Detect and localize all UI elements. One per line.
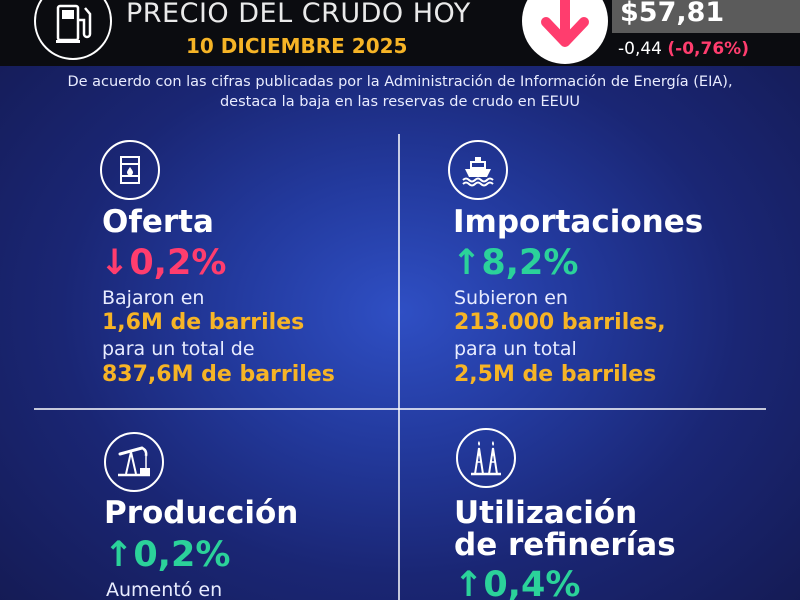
vertical-divider <box>398 134 400 600</box>
section-change-produccion: ↑0,2% <box>104 535 231 575</box>
arrow-up-icon: ↑ <box>104 535 134 575</box>
section-change-importaciones: ↑8,2% <box>452 243 579 283</box>
section-highlight-oferta-2: 837,6M de barriles <box>102 362 335 387</box>
price-box <box>612 0 800 33</box>
section-text-oferta-1: Bajaron en <box>102 287 205 309</box>
section-title-refinerias-1: Utilización <box>454 495 638 531</box>
section-change-oferta: ↓0,2% <box>100 243 227 283</box>
intro-text: De acuerdo con las cifras publicadas por… <box>67 74 733 110</box>
refinery-icon <box>456 428 516 488</box>
section-text-produccion-1: Aumentó en <box>106 579 223 600</box>
section-highlight-oferta-1: 1,6M de barriles <box>102 310 305 335</box>
page-date: 10 DICIEMBRE 2025 <box>186 34 408 58</box>
section-highlight-importaciones-2: 2,5M de barriles <box>454 362 657 387</box>
section-title-refinerias-2: de refinerías <box>454 527 676 563</box>
oil-barrel-icon <box>100 140 160 200</box>
arrow-up-icon: ↑ <box>452 243 482 283</box>
crude-price: $57,81 <box>620 0 725 28</box>
ship-icon <box>448 140 508 200</box>
section-title-oferta: Oferta <box>102 204 214 240</box>
section-text-importaciones-1: Subieron en <box>454 287 568 309</box>
price-change: -0,44 (-0,76%) <box>618 39 749 59</box>
arrow-down-icon: ↓ <box>100 243 130 283</box>
change-percent: (-0,76%) <box>667 39 749 59</box>
section-title-produccion: Producción <box>104 495 299 531</box>
page-title: PRECIO DEL CRUDO HOY <box>126 0 471 29</box>
section-text-importaciones-2: para un total <box>454 338 577 360</box>
section-highlight-importaciones-1: 213.000 barriles, <box>454 310 666 335</box>
horizontal-divider <box>34 408 766 410</box>
section-title-importaciones: Importaciones <box>453 204 704 240</box>
oil-pumpjack-icon <box>104 432 164 492</box>
section-text-oferta-2: para un total de <box>102 338 255 360</box>
change-absolute: -0,44 <box>618 39 662 59</box>
arrow-up-icon: ↑ <box>454 565 484 600</box>
section-change-refinerias: ↑0,4% <box>454 566 580 600</box>
